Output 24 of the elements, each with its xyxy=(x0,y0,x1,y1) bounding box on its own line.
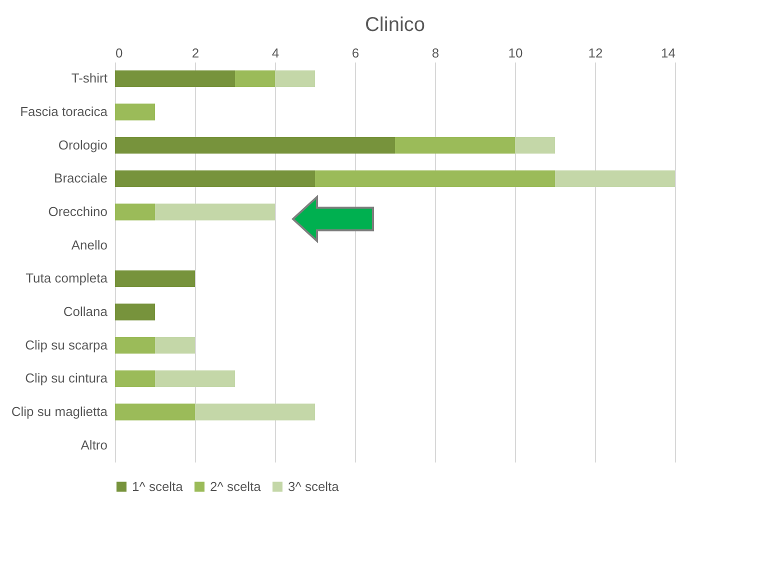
x-tick-label: 8 xyxy=(432,46,440,60)
x-tick-label: 4 xyxy=(272,46,280,60)
chart-title: Clinico xyxy=(364,14,426,36)
y-tick-label: Clip su maglietta xyxy=(11,404,108,419)
x-tick-label: 0 xyxy=(116,46,123,60)
y-tick-label: Orologio xyxy=(58,137,108,152)
y-tick-label: Clip su scarpa xyxy=(25,337,108,352)
x-tick-label: 10 xyxy=(508,46,523,60)
y-tick-label: Collana xyxy=(63,304,108,319)
legend-label: 2^ scelta xyxy=(210,478,262,494)
y-tick-label: Altro xyxy=(80,437,108,452)
legend-label: 3^ scelta xyxy=(288,478,340,494)
y-tick-label: Bracciale xyxy=(54,170,108,186)
x-tick-label: 12 xyxy=(588,46,603,60)
y-tick-label: Clip su cintura xyxy=(25,370,108,386)
y-tick-label: Fascia toracica xyxy=(20,104,108,119)
y-tick-label: Orecchino xyxy=(48,204,108,219)
y-tick-label: Tuta completa xyxy=(26,270,108,286)
y-tick-label: Anello xyxy=(71,237,108,252)
x-tick-label: 2 xyxy=(192,46,200,60)
legend-label: 1^ scelta xyxy=(132,478,184,494)
x-tick-label: 14 xyxy=(661,46,676,60)
x-tick-label: 6 xyxy=(352,46,360,60)
y-tick-label: T-shirt xyxy=(71,70,108,86)
